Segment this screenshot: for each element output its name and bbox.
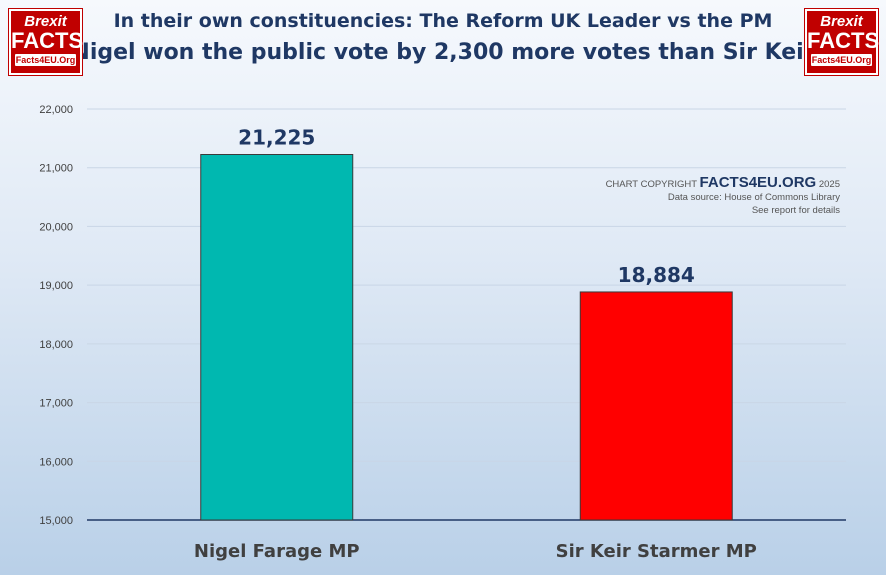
y-tick-label: 19,000: [39, 280, 73, 292]
brexit-facts-logo-left: Brexit FACTS Facts4EU.Org: [9, 9, 84, 75]
logo-line1: Brexit: [24, 13, 67, 30]
bar-value-label: 21,225: [238, 126, 315, 150]
y-tick-label: 15,000: [39, 515, 73, 527]
y-tick-label: 20,000: [39, 221, 73, 233]
y-tick-label: 21,000: [39, 163, 73, 175]
logo-line3: Facts4EU.Org: [811, 54, 872, 66]
logo-line3: Facts4EU.Org: [15, 54, 76, 66]
bar: [579, 291, 733, 521]
y-tick-label: 18,000: [39, 339, 73, 351]
copyright-year: 2025: [818, 179, 840, 190]
y-tick-label: 17,000: [39, 398, 73, 410]
chart-title-line1: In their own constituencies: The Reform …: [113, 10, 773, 32]
copyright-block: CHART COPYRIGHT FACTS4EU.ORG 2025 Data s…: [605, 174, 840, 217]
x-category-label: Sir Keir Starmer MP: [556, 541, 757, 562]
report-note-text: See report for details: [751, 205, 840, 216]
copyright-brand: FACTS4EU.ORG: [699, 174, 817, 191]
logo-line2: FACTS: [807, 28, 880, 53]
bar: [200, 154, 354, 521]
data-source-text: Data source: House of Commons Library: [667, 192, 840, 203]
bar-value-label: 18,884: [618, 263, 695, 287]
x-category-label: Nigel Farage MP: [194, 541, 360, 562]
brexit-facts-logo-right: Brexit FACTS Facts4EU.Org: [805, 9, 880, 75]
y-tick-label: 16,000: [39, 456, 73, 468]
chart-title-line2: Nigel won the public vote by 2,300 more …: [71, 40, 815, 65]
logo-line2: FACTS: [11, 28, 84, 53]
copyright-prefix: CHART COPYRIGHT: [605, 179, 697, 190]
logo-line1: Brexit: [820, 13, 863, 30]
y-tick-label: 22,000: [39, 104, 73, 116]
